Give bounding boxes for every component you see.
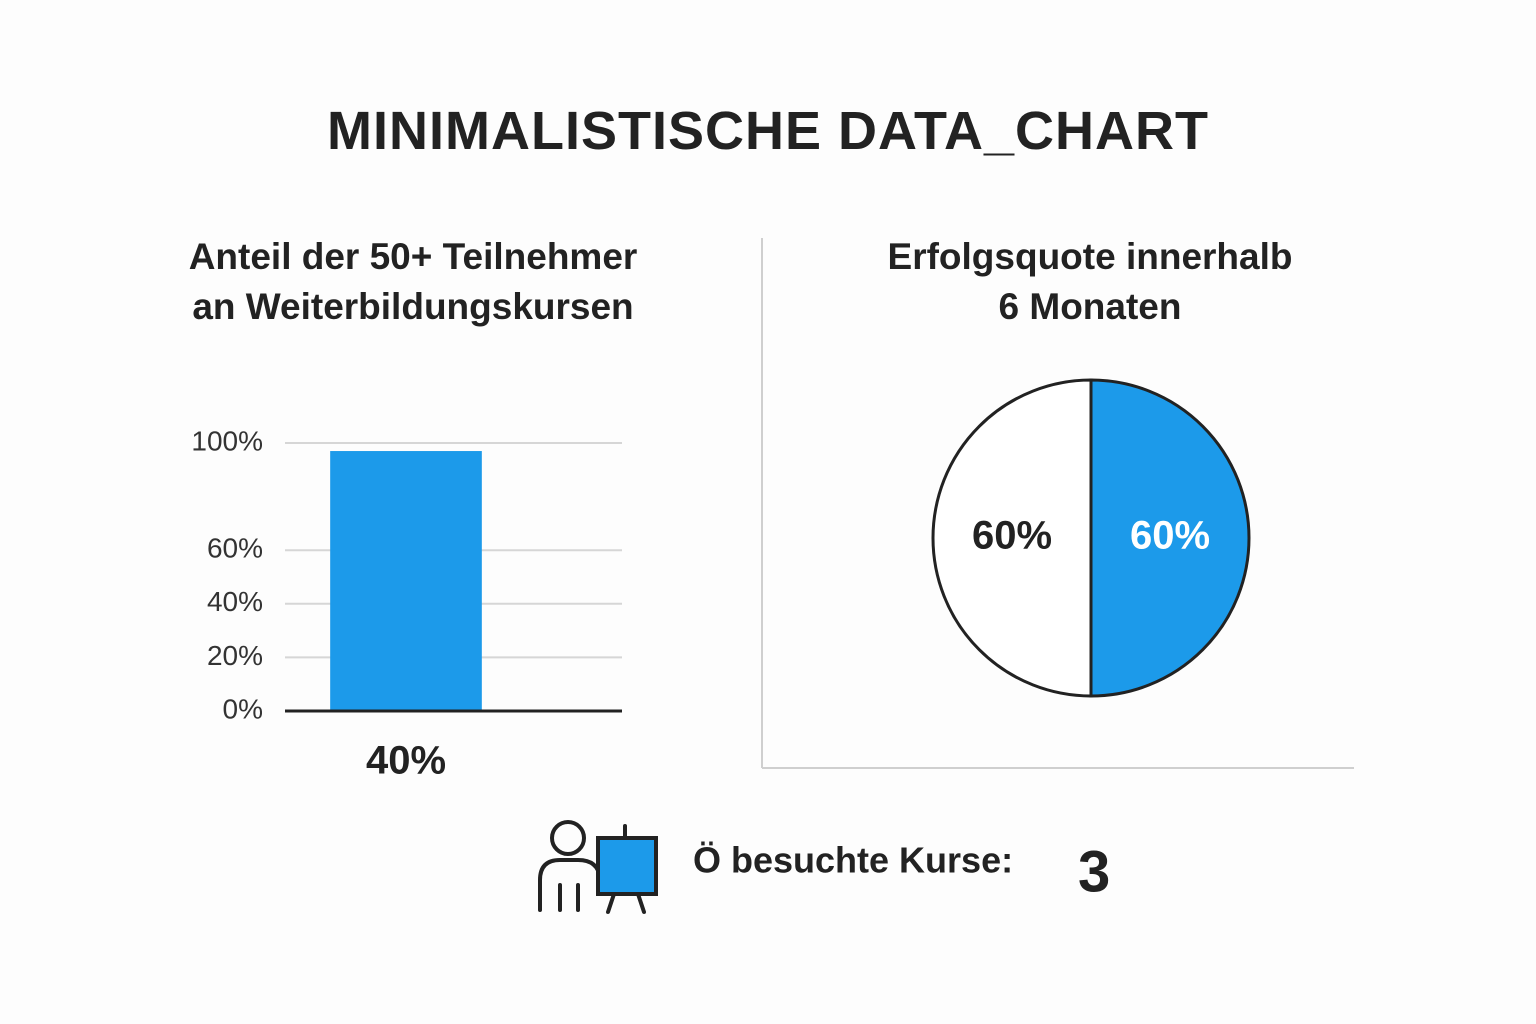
chart-title: Anteil der 50+ Teilnehmer an Weiterbildu… [188,236,638,327]
slice-label: 60% [972,514,1052,558]
y-tick-label: 0% [223,693,263,724]
pie-slice [1089,378,1251,698]
x-tick-label: 40% [366,739,446,783]
chart-title: Erfolgsquote innerhalb 6 Monaten [887,236,1293,327]
slice-label: 60% [1130,514,1210,558]
y-tick-label: 100% [191,425,263,456]
page-title: MINIMALISTISCHE DATA_CHART [327,101,1209,161]
course-icon [538,820,658,914]
y-tick-label: 60% [207,533,263,564]
pie-slice [931,378,1093,698]
y-tick-label: 20% [207,640,263,671]
y-tick-label: 40% [207,586,263,617]
footer-label: Ö besuchte Kurse: [693,840,1013,881]
bar [330,451,482,711]
footer-value: 3 [1078,839,1110,904]
